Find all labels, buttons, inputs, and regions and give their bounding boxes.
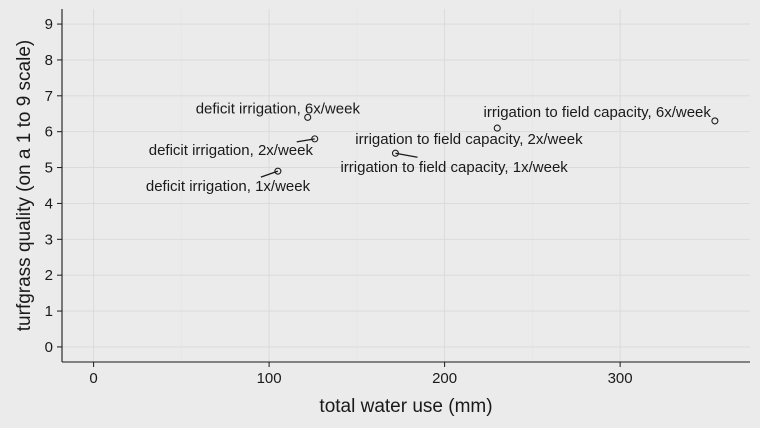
x-tick-label: 0: [89, 370, 97, 387]
data-point-label: deficit irrigation, 1x/week: [146, 178, 311, 195]
y-tick-label: 9: [45, 16, 53, 33]
data-point-labels: deficit irrigation, 6x/week deficit irrig…: [146, 100, 712, 195]
data-point: [391, 149, 400, 157]
y-tick-label: 6: [45, 124, 53, 141]
data-point: [311, 135, 319, 143]
grid-lines: [62, 9, 750, 362]
y-tick-label: 2: [45, 267, 53, 284]
x-tick-label: 100: [257, 370, 282, 387]
data-point: [304, 113, 312, 121]
data-point: [711, 117, 719, 125]
y-tick-label: 3: [45, 231, 53, 248]
y-tick-label: 7: [45, 88, 53, 105]
axis-ticks: 0 100 200 300 0 1 2 3 4 5 6 7 8 9: [45, 16, 633, 387]
label-leader-line: [395, 152, 418, 158]
x-axis-title: total water use (mm): [319, 396, 492, 417]
data-point: [493, 124, 501, 132]
y-axis-title: turfgrass quality (on a 1 to 9 scale): [14, 40, 35, 331]
y-tick-label: 1: [45, 303, 53, 320]
y-tick-label: 0: [45, 339, 53, 356]
data-point-label: deficit irrigation, 6x/week: [196, 100, 361, 117]
y-tick-label: 5: [45, 160, 53, 177]
y-tick-label: 8: [45, 52, 53, 69]
x-tick-label: 300: [608, 370, 633, 387]
y-tick-label: 4: [45, 195, 53, 212]
x-tick-label: 200: [432, 370, 457, 387]
data-points: [274, 113, 719, 175]
data-point: [274, 167, 282, 175]
data-point-label: irrigation to field capacity, 1x/week: [340, 159, 568, 176]
data-point-label: deficit irrigation, 2x/week: [149, 142, 314, 159]
data-point-label: irrigation to field capacity, 2x/week: [355, 131, 583, 148]
data-point-label: irrigation to field capacity, 6x/week: [484, 104, 712, 121]
